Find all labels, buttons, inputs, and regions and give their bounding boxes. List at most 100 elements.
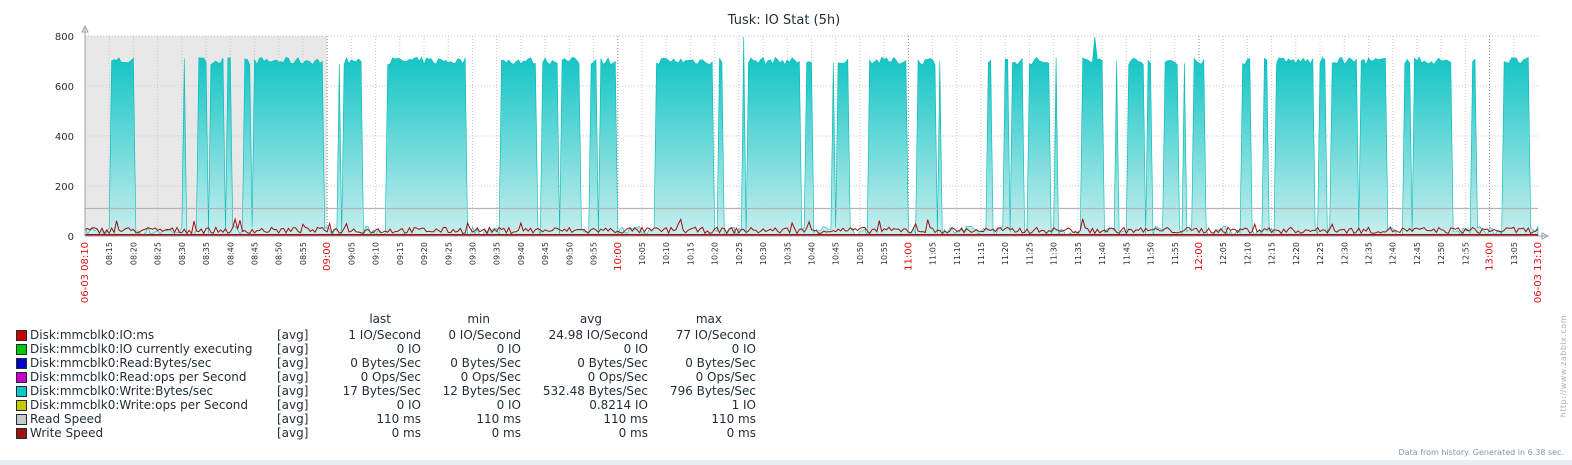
x-tick-label: 08:45 [251, 242, 260, 265]
x-tick-label: 12:50 [1437, 242, 1446, 265]
legend-item: Disk:mmcblk0:Write:Bytes/sec [avg] 17 Byte… [14, 384, 774, 398]
io-stat-chart: Tusk: IO Stat (5h) 0 200 400 600 800 06-03 0… [55, 13, 1550, 303]
legend-last: 110 ms [376, 412, 421, 426]
legend-func: [avg] [277, 328, 309, 342]
y-tick-label: 800 [55, 32, 74, 43]
legend-avg: 532.48 Bytes/Sec [542, 384, 648, 398]
legend-func: [avg] [277, 384, 309, 398]
x-tick-label: 11:45 [1122, 242, 1131, 265]
x-tick-label: 10:40 [808, 242, 817, 265]
legend-last: 0 ms [391, 426, 421, 440]
x-tick-label: 12:25 [1316, 242, 1325, 265]
x-tick-label: 10:35 [783, 242, 792, 265]
x-tick-label: 12:45 [1413, 242, 1422, 265]
legend-item: Read Speed [avg] 110 ms 110 ms 110 ms 110 ms [14, 412, 774, 426]
x-tick-label: 11:35 [1074, 242, 1083, 265]
x-tick-label: 08:35 [202, 242, 211, 265]
x-tick-label: 10:20 [711, 242, 720, 265]
x-tick-label: 10:30 [759, 242, 768, 265]
x-tick-label: 10:05 [638, 242, 647, 265]
x-tick-label: 08:15 [105, 242, 114, 265]
x-tick-label: 11:00 [903, 242, 914, 271]
y-axis-arrow [81, 24, 89, 33]
x-tick-label: 11:40 [1098, 242, 1107, 265]
legend-name: Disk:mmcblk0:IO currently executing [30, 342, 253, 356]
chart-title: Tusk: IO Stat (5h) [727, 13, 840, 28]
x-tick-label: 08:20 [129, 242, 138, 265]
legend-name: Disk:mmcblk0:Read:ops per Second [30, 370, 247, 384]
legend-min: 0 IO/Second [448, 328, 521, 342]
legend-header-avg: avg [579, 312, 602, 326]
series-layer [84, 36, 1539, 237]
x-tick-label: 09:10 [372, 242, 381, 265]
y-tick-label: 400 [55, 132, 74, 143]
x-tick-label: 10:15 [686, 242, 695, 265]
legend-max: 0 IO [731, 342, 756, 356]
legend-min: 0 IO [496, 342, 521, 356]
x-tick-label: 13:00 [1485, 242, 1496, 271]
x-tick-label: 11:05 [929, 242, 938, 265]
x-tick-label: 06-03 08:10 [80, 242, 91, 303]
x-tick-label: 12:55 [1461, 242, 1470, 265]
legend-swatch [16, 344, 27, 355]
legend-max: 110 ms [711, 412, 756, 426]
x-tick-label: 09:00 [322, 242, 333, 271]
x-tick-label: 12:05 [1219, 242, 1228, 265]
watermark: http://www.zabbix.com [1559, 315, 1568, 418]
legend-rows: Disk:mmcblk0:IO:ms [avg] 1 IO/Second 0 IO/S… [14, 328, 774, 440]
legend-header-last: last [369, 312, 391, 326]
legend-avg: 24.98 IO/Second [548, 328, 648, 342]
x-tick-label: 11:20 [1001, 242, 1010, 265]
legend-avg: 0 ms [618, 426, 648, 440]
x-tick-label: 06-03 13:10 [1533, 242, 1544, 303]
legend-item: Disk:mmcblk0:IO:ms [avg] 1 IO/Second 0 IO/S… [14, 328, 774, 342]
legend-name: Disk:mmcblk0:Write:Bytes/sec [30, 384, 214, 398]
legend-last: 1 IO/Second [348, 328, 421, 342]
legend-item: Write Speed [avg] 0 ms 0 ms 0 ms 0 ms [14, 426, 774, 440]
bottom-bar [0, 460, 1572, 465]
x-tick-label: 08:25 [154, 242, 163, 265]
x-tick-label: 10:00 [613, 242, 624, 271]
x-tick-label: 11:10 [953, 242, 962, 265]
legend-max: 796 Bytes/Sec [669, 384, 756, 398]
x-axis-ticks: 06-03 08:10 08:15 08:20 08:25 08:30 08:35 08:4… [80, 242, 1544, 303]
legend-max: 1 IO [731, 398, 756, 412]
x-tick-label: 10:25 [735, 242, 744, 265]
legend-header-max: max [695, 312, 722, 326]
x-tick-label: 11:55 [1171, 242, 1180, 265]
legend-swatch [16, 400, 27, 411]
y-tick-label: 0 [68, 232, 74, 243]
x-tick-label: 12:30 [1340, 242, 1349, 265]
x-tick-label: 08:55 [299, 242, 308, 265]
legend-swatch [16, 372, 27, 383]
legend-last: 0 Ops/Sec [360, 370, 421, 384]
legend-avg: 0 IO [623, 342, 648, 356]
legend-last: 0 IO [396, 342, 421, 356]
legend-name: Disk:mmcblk0:Write:ops per Second [30, 398, 249, 412]
legend-avg: 0.8214 IO [589, 398, 648, 412]
x-tick-label: 09:55 [590, 242, 599, 265]
x-tick-label: 09:15 [396, 242, 405, 265]
legend-max: 77 IO/Second [675, 328, 756, 342]
x-tick-label: 12:00 [1194, 242, 1205, 271]
x-tick-label: 12:10 [1243, 242, 1252, 265]
legend-name: Disk:mmcblk0:Read:Bytes/sec [30, 356, 212, 370]
x-tick-label: 09:45 [541, 242, 550, 265]
legend-min: 110 ms [476, 412, 521, 426]
legend-item: Disk:mmcblk0:Write:ops per Second [avg] 0 … [14, 398, 774, 412]
x-tick-label: 09:05 [347, 242, 356, 265]
legend-item: Disk:mmcblk0:IO currently executing [avg]… [14, 342, 774, 356]
x-tick-label: 09:20 [420, 242, 429, 265]
x-tick-label: 09:35 [493, 242, 502, 265]
legend-min: 0 ms [491, 426, 521, 440]
x-tick-label: 12:20 [1292, 242, 1301, 265]
legend-min: 0 Bytes/Sec [450, 356, 521, 370]
axes [81, 24, 1550, 240]
legend-swatch [16, 414, 27, 425]
legend-avg: 0 Bytes/Sec [577, 356, 648, 370]
legend-avg: 110 ms [603, 412, 648, 426]
x-tick-label: 10:55 [880, 242, 889, 265]
x-tick-label: 09:25 [444, 242, 453, 265]
legend-min: 12 Bytes/Sec [442, 384, 521, 398]
legend-header-min: min [467, 312, 490, 326]
